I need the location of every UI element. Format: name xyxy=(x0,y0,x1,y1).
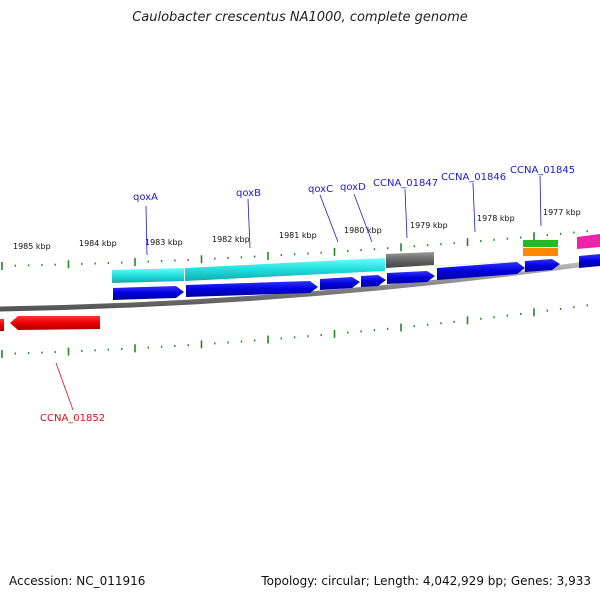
scale-label: 1981 kbp xyxy=(279,231,317,240)
scale-ticks-upper xyxy=(1,230,588,270)
cog-track xyxy=(112,234,600,283)
gene-label-qoxA[interactable]: qoxA xyxy=(133,192,158,203)
gene-label-qoxB[interactable]: qoxB xyxy=(236,188,261,199)
scale-ticks-lower xyxy=(1,304,588,358)
cds-arrow-qoxC[interactable] xyxy=(320,277,360,290)
gene-label-CCNA_01852[interactable]: CCNA_01852 xyxy=(40,413,105,424)
cog-bar-green[interactable] xyxy=(523,240,558,247)
scale-label: 1985 kbp xyxy=(13,242,51,251)
cds-arrow-qoxD[interactable] xyxy=(361,275,386,287)
cds-arrow[interactable] xyxy=(0,319,4,331)
gene-label-CCNA_01847[interactable]: CCNA_01847 xyxy=(373,178,438,189)
scale-label: 1978 kbp xyxy=(477,214,515,223)
gene-label-qoxD[interactable]: qoxD xyxy=(340,182,366,193)
gene-label-CCNA_01845[interactable]: CCNA_01845 xyxy=(510,165,575,176)
leader-line xyxy=(319,194,339,243)
cog-bar-magenta[interactable] xyxy=(577,234,600,249)
scale-label: 1980 kbp xyxy=(344,226,382,235)
leader-line xyxy=(472,182,476,233)
cds-arrow-CCNA_01845[interactable] xyxy=(525,259,560,272)
cds-arrow-CCNA_01852[interactable] xyxy=(10,316,100,330)
map-title: Caulobacter crescentus NA1000, complete … xyxy=(132,10,468,25)
cog-bar-cyan[interactable] xyxy=(185,258,385,281)
scale-label: 1984 kbp xyxy=(79,239,117,248)
cog-bar-gray[interactable] xyxy=(386,252,434,268)
gene-leaders xyxy=(55,175,542,411)
scale-label: 1979 kbp xyxy=(410,221,448,230)
cog-bar-orange[interactable] xyxy=(523,248,558,256)
cds-arrow-qoxA[interactable] xyxy=(113,286,184,300)
leader-line xyxy=(55,362,74,411)
cds-arrow[interactable] xyxy=(579,254,600,268)
cog-bar-cyan[interactable] xyxy=(112,268,184,283)
leader-line xyxy=(145,205,148,256)
leader-line xyxy=(404,188,408,239)
leader-line xyxy=(353,193,373,243)
scale-labels: 1985 kbp 1984 kbp 1983 kbp 1982 kbp 1981… xyxy=(13,208,581,251)
cds-arrow-CCNA_01846[interactable] xyxy=(437,262,525,280)
gene-label-CCNA_01846[interactable]: CCNA_01846 xyxy=(441,172,506,183)
reverse-cds-track xyxy=(0,316,100,331)
topology-label: Topology: circular; Length: 4,042,929 bp… xyxy=(261,574,591,588)
gene-labels: qoxA qoxB qoxC qoxD CCNA_01847 CCNA_0184… xyxy=(40,165,575,424)
scale-label: 1982 kbp xyxy=(212,235,250,244)
leader-line xyxy=(539,175,542,227)
cds-arrow-qoxB[interactable] xyxy=(186,281,318,297)
accession-label: Accession: NC_011916 xyxy=(9,574,146,588)
scale-label: 1977 kbp xyxy=(543,208,581,217)
leader-line xyxy=(247,198,251,249)
gene-label-qoxC[interactable]: qoxC xyxy=(308,184,333,195)
scale-label: 1983 kbp xyxy=(145,238,183,247)
forward-cds-track xyxy=(113,254,600,300)
cds-arrow-CCNA_01847[interactable] xyxy=(387,271,435,284)
